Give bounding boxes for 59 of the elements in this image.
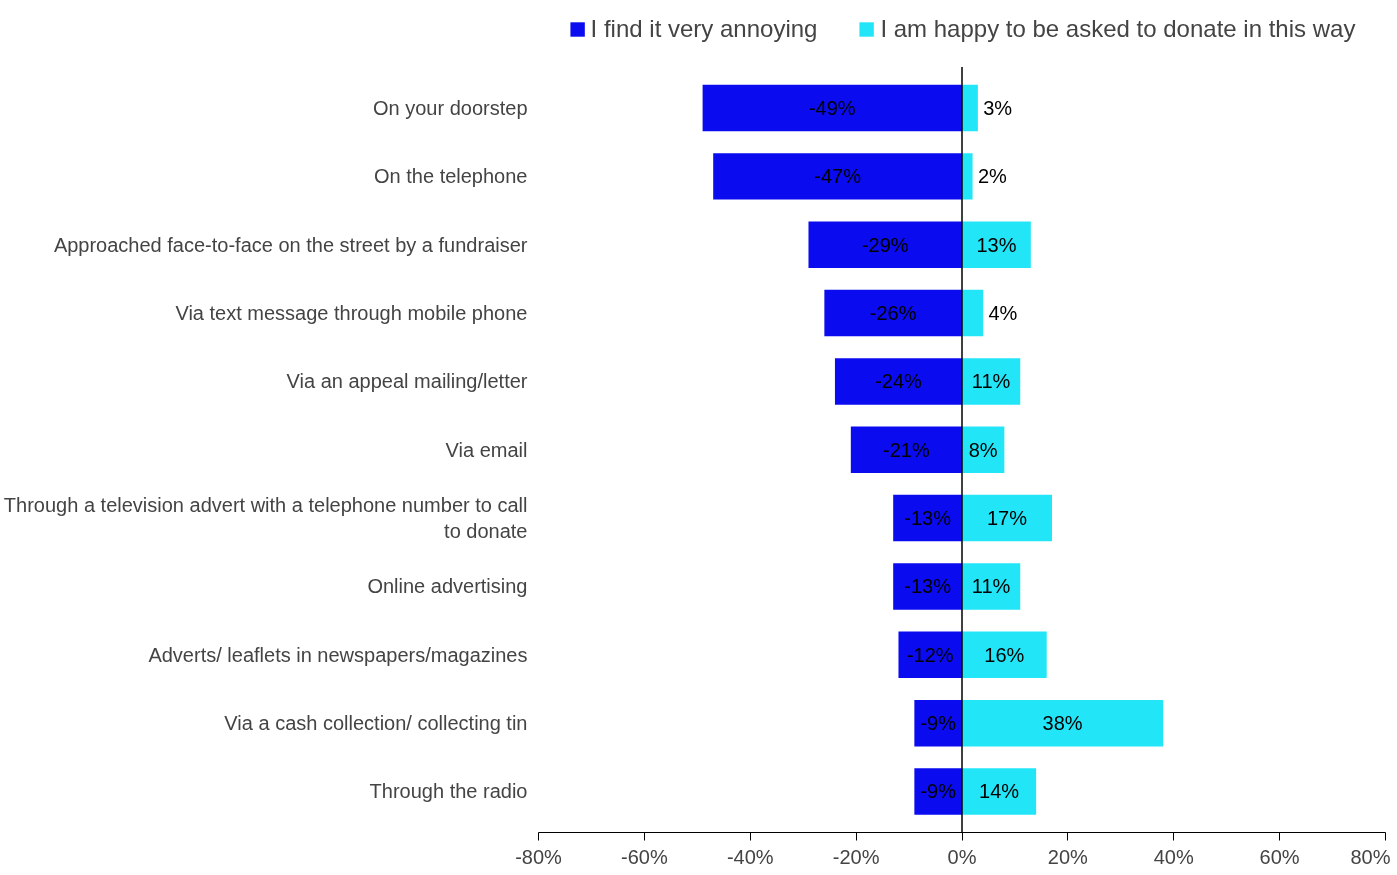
bar — [713, 153, 962, 200]
data-label: 8% — [968, 438, 998, 461]
data-label: -13% — [904, 575, 952, 598]
data-label: -12% — [906, 643, 954, 666]
bar — [962, 631, 1047, 679]
data-label: 13% — [976, 233, 1017, 256]
data-label: -13% — [904, 507, 952, 530]
bar — [962, 221, 1031, 268]
x-tick-label: -60% — [621, 845, 668, 868]
data-label: 2% — [977, 165, 1007, 188]
data-label: -24% — [875, 370, 923, 393]
x-tick-label: 40% — [1153, 845, 1194, 868]
x-tick-label: 20% — [1047, 845, 1089, 868]
bar — [962, 699, 1164, 747]
bar — [962, 289, 984, 337]
data-label: -9% — [920, 712, 957, 735]
bar — [808, 221, 962, 268]
data-label: -21% — [883, 438, 930, 461]
data-label: 16% — [984, 643, 1025, 666]
bar — [962, 153, 973, 200]
data-label: -9% — [920, 780, 957, 803]
data-label: -47% — [814, 165, 862, 188]
y-tick-label: Via text message through mobile phone — [175, 302, 528, 325]
data-label: 4% — [988, 302, 1018, 325]
bar — [962, 84, 978, 132]
x-tick-label: -80% — [515, 845, 563, 868]
x-tick-label: 60% — [1259, 845, 1300, 868]
bar — [702, 84, 962, 132]
y-tick-label: Online advertising — [367, 575, 528, 598]
y-tick-label: On the telephone — [374, 165, 528, 188]
y-tick-label: Through a television advert with a telephone number to call to donate — [3, 493, 528, 543]
data-label: -29% — [861, 233, 909, 256]
bar — [893, 563, 962, 610]
y-tick-label: Approached face-to-face on the street by a fundraiser — [53, 233, 528, 256]
y-tick-label: Via a cash collection/ collecting tin — [224, 712, 528, 735]
bar — [834, 358, 962, 405]
data-label: 3% — [983, 97, 1013, 120]
y-tick-label: Via email — [445, 438, 528, 461]
data-label: 14% — [979, 780, 1020, 803]
y-tick-label: On your doorstep — [372, 97, 528, 120]
data-label: 11% — [971, 575, 1011, 598]
x-tick-label: 80% — [1350, 845, 1391, 868]
legend-label: I am happy to be asked to donate in this way — [880, 15, 1356, 43]
bar — [962, 768, 1037, 815]
data-label: 11% — [971, 370, 1011, 393]
x-tick-label: -20% — [832, 845, 880, 868]
y-tick-label: Through the radio — [369, 780, 528, 803]
bar — [824, 289, 962, 337]
x-tick-label: 0% — [947, 845, 977, 868]
bar — [962, 494, 1052, 542]
bar — [850, 426, 962, 473]
y-tick-label: Adverts/ leaflets in newspapers/magazines — [148, 643, 528, 666]
x-tick-label: -40% — [726, 845, 774, 868]
y-tick-label: Via an appeal mailing/letter — [286, 370, 528, 393]
data-label: 38% — [1042, 712, 1083, 735]
data-label: -26% — [869, 302, 917, 325]
data-label: 17% — [986, 507, 1028, 530]
data-label: -49% — [808, 97, 856, 120]
legend-label: I find it very annoying — [590, 15, 818, 43]
